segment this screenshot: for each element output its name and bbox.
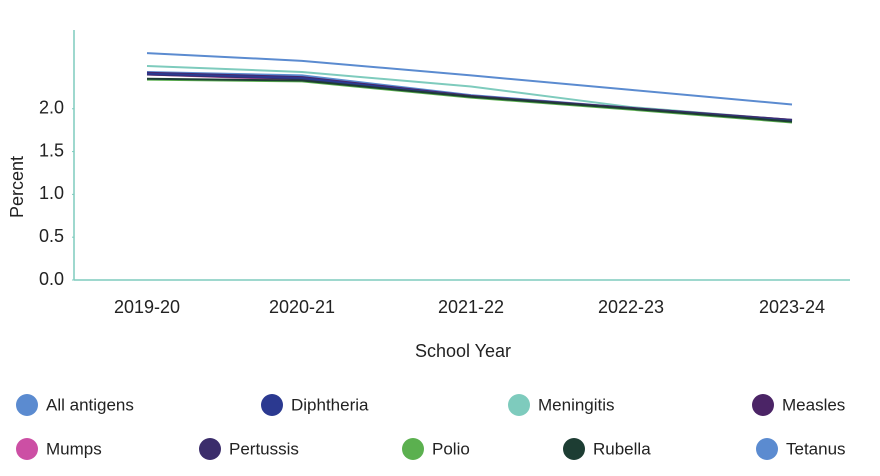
y-tick-label: 2.0 [39, 98, 64, 118]
legend-swatch [16, 394, 38, 416]
legend-label: Pertussis [229, 439, 299, 458]
x-tick-label: 2019-20 [114, 297, 180, 317]
legend-label: Polio [432, 439, 470, 458]
x-tick-label: 2022-23 [598, 297, 664, 317]
legend-swatch [16, 438, 38, 460]
legend-swatch [199, 438, 221, 460]
x-tick-label: 2023-24 [759, 297, 825, 317]
x-axis-title: School Year [415, 341, 511, 361]
y-tick-label: 1.5 [39, 140, 64, 160]
legend-swatch [402, 438, 424, 460]
x-tick-label: 2020-21 [269, 297, 335, 317]
legend-label: All antigens [46, 395, 134, 414]
legend-label: Meningitis [538, 395, 615, 414]
series-line [146, 52, 793, 106]
y-tick-label: 0.5 [39, 226, 64, 246]
legend-label: Rubella [593, 439, 651, 458]
legend-swatch [508, 394, 530, 416]
legend-swatch [752, 394, 774, 416]
legend-swatch [261, 394, 283, 416]
y-tick-label: 0.0 [39, 269, 64, 289]
y-axis-title: Percent [7, 156, 27, 218]
series-line [146, 77, 793, 123]
legend-label: Diphtheria [291, 395, 369, 414]
x-tick-label: 2021-22 [438, 297, 504, 317]
legend-label: Mumps [46, 439, 102, 458]
legend-label: Tetanus [786, 439, 846, 458]
legend-swatch [563, 438, 585, 460]
legend-swatch [756, 438, 778, 460]
legend-label: Measles [782, 395, 845, 414]
y-tick-label: 1.0 [39, 183, 64, 203]
